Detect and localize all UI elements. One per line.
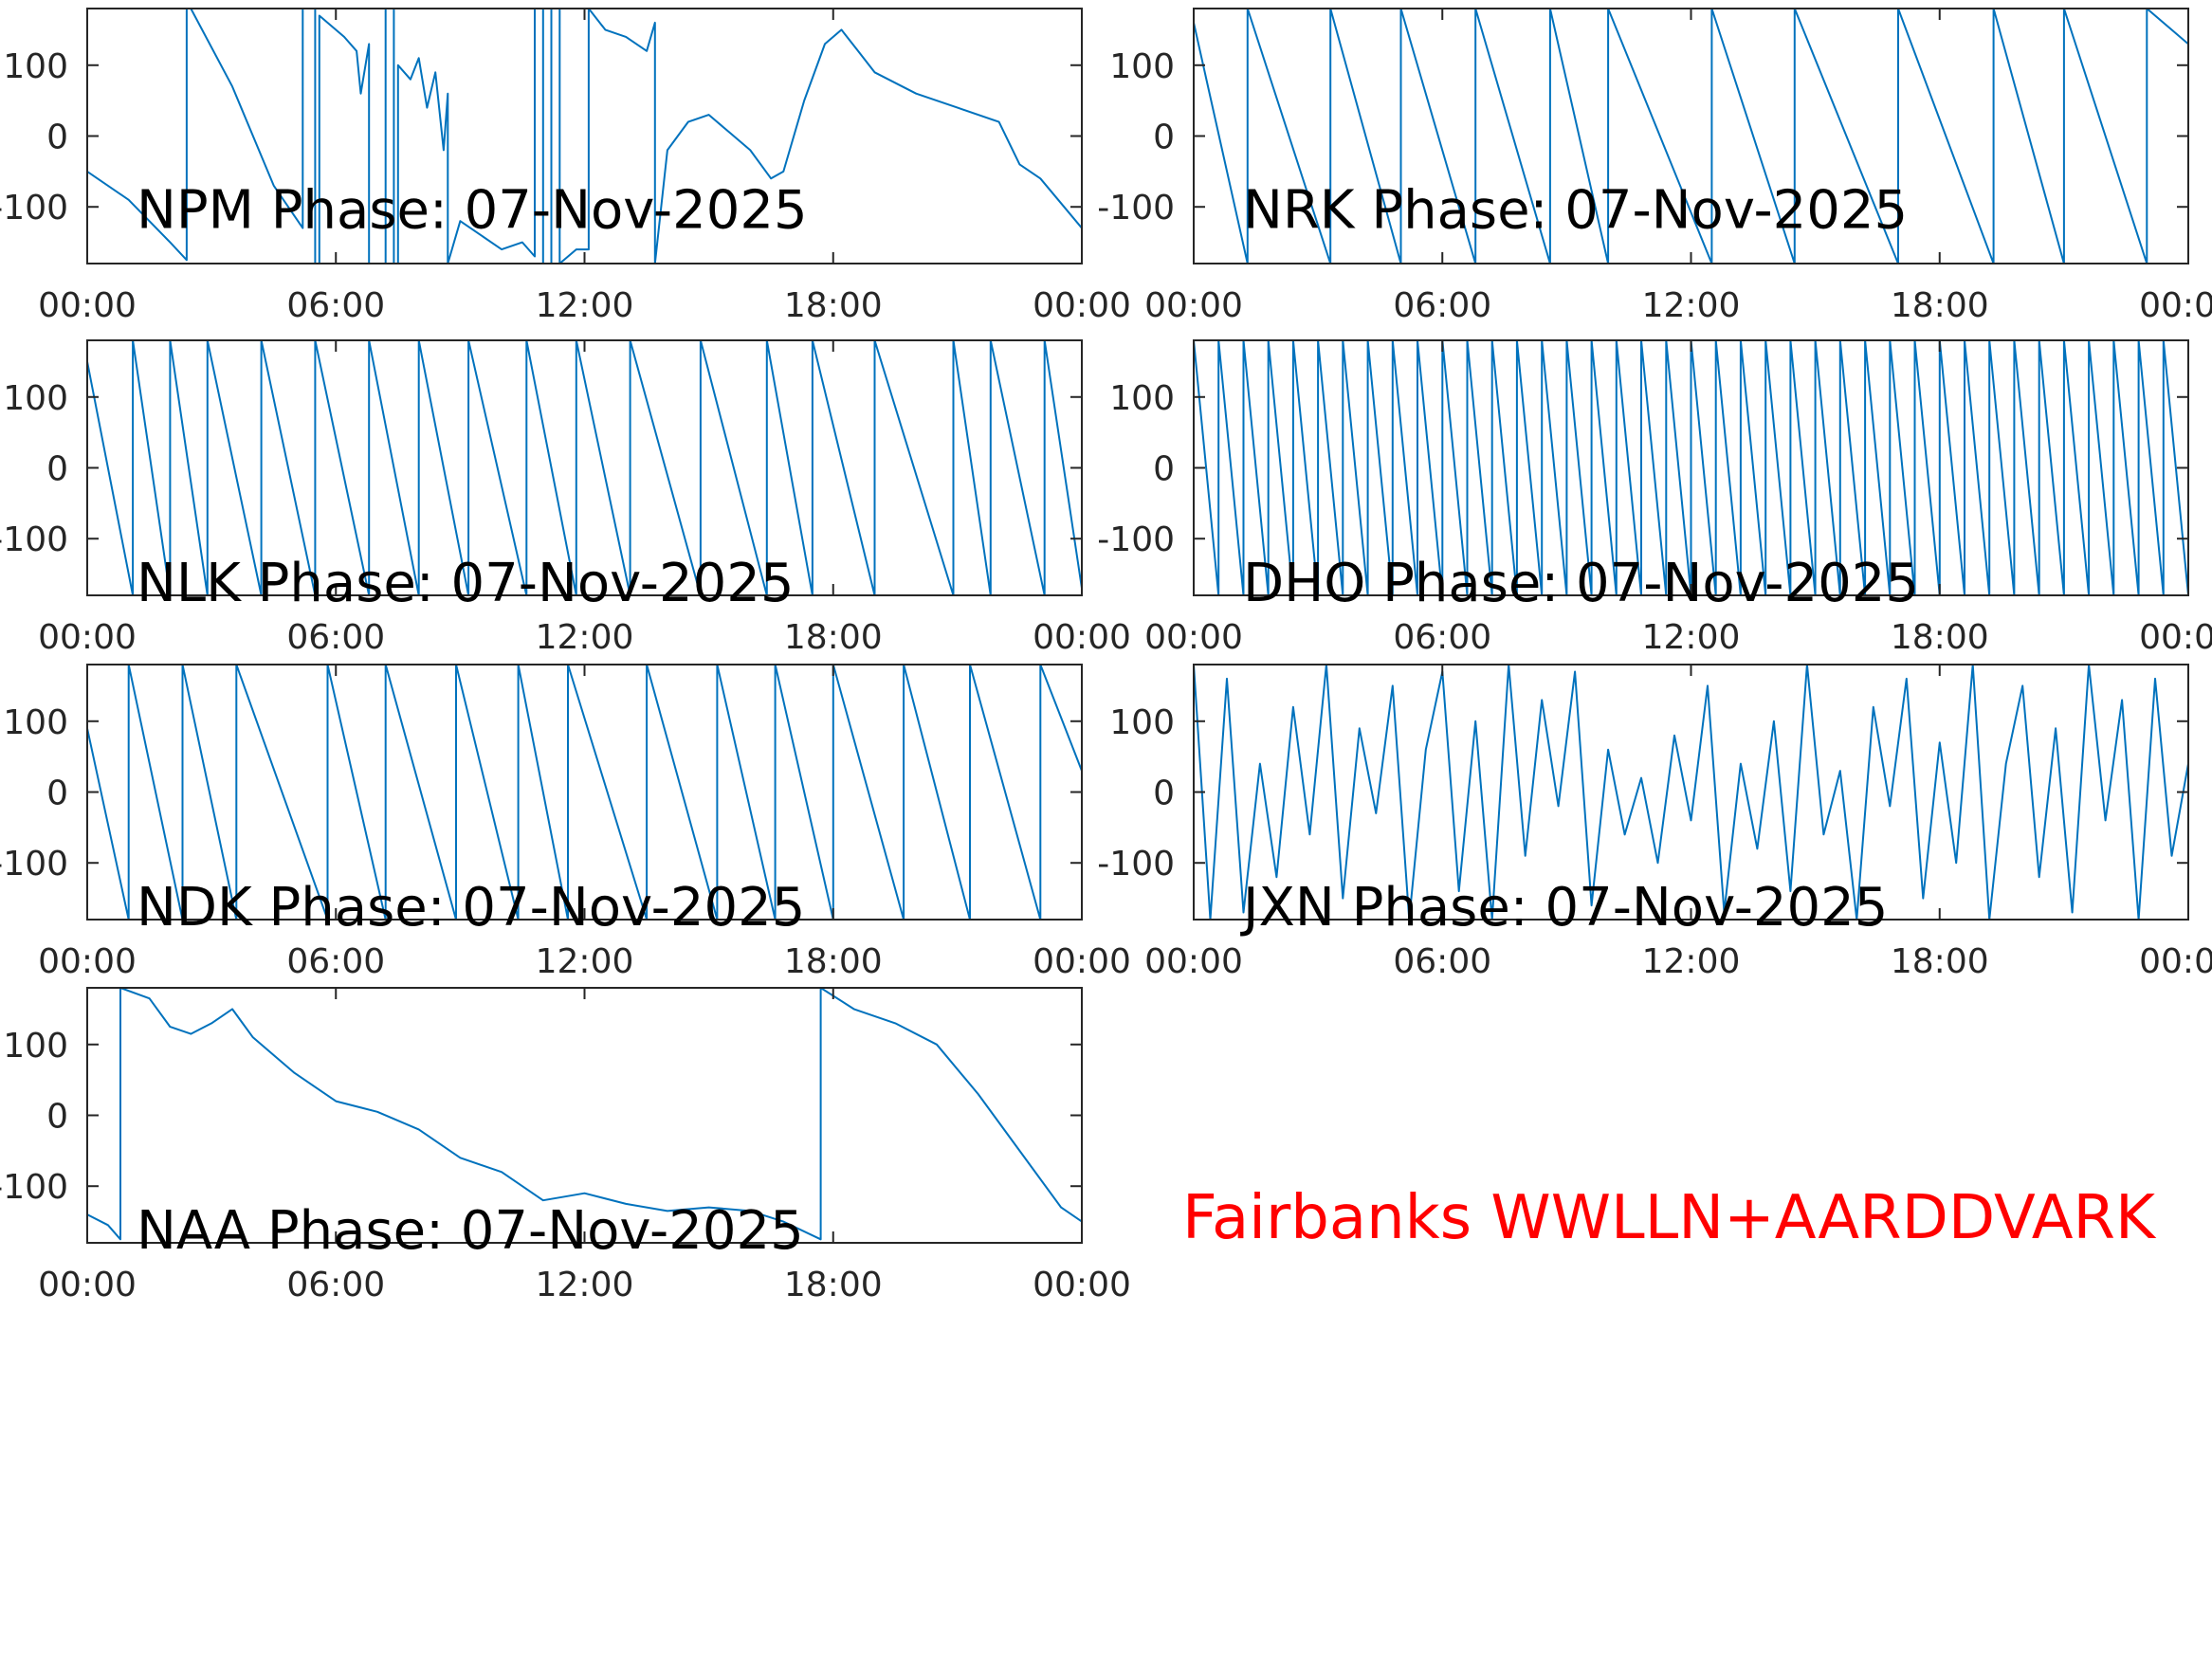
x-tick-label: 06:00	[286, 286, 385, 325]
y-tick-label: 100	[3, 47, 68, 86]
x-tick-label: 12:00	[536, 1266, 634, 1304]
panel-title: NRK Phase: 07-Nov-2025	[1243, 179, 1908, 241]
x-tick-label: 12:00	[1642, 942, 1741, 981]
x-tick-label: 12:00	[536, 286, 634, 325]
phase-line	[87, 665, 1082, 920]
annotation: Fairbanks WWLLN+AARDDVARK	[1182, 1183, 2157, 1253]
x-tick-label: 00:00	[2139, 286, 2212, 325]
x-tick-label: 12:00	[1642, 618, 1741, 657]
y-tick-label: 100	[3, 1027, 68, 1066]
x-tick-label: 00:00	[1033, 942, 1131, 981]
y-tick-label: -100	[0, 845, 68, 884]
panel-title: JXN Phase: 07-Nov-2025	[1240, 877, 1888, 939]
panel-title: DHO Phase: 07-Nov-2025	[1243, 553, 1919, 614]
panel: -100 0 100 00:00 06:00 12:00 18:00 00:00 NPM Pha…	[0, 8, 1131, 325]
y-tick-label: 0	[46, 450, 68, 489]
y-tick-label: 0	[46, 775, 68, 813]
plot-area	[87, 665, 1082, 920]
panel: -100 0 100 00:00 06:00 12:00 18:00 00:00 NRK Pha…	[1097, 8, 2212, 325]
phase-line	[1194, 9, 2188, 264]
phase-line	[87, 340, 1082, 595]
panel-title: NDK Phase: 07-Nov-2025	[137, 877, 805, 939]
x-tick-label: 00:00	[2139, 618, 2212, 657]
panel-title: NPM Phase: 07-Nov-2025	[137, 179, 808, 241]
x-tick-label: 00:00	[2139, 942, 2212, 981]
y-tick-label: -100	[0, 189, 68, 228]
x-tick-label: 18:00	[784, 942, 883, 981]
x-tick-label: 06:00	[286, 618, 385, 657]
y-tick-label: 100	[1109, 703, 1175, 742]
x-tick-label: 18:00	[1891, 286, 1989, 325]
y-tick-label: 100	[3, 379, 68, 418]
y-tick-label: 100	[3, 703, 68, 742]
x-tick-label: 00:00	[38, 618, 137, 657]
x-tick-label: 00:00	[38, 942, 137, 981]
plot-area	[87, 9, 1082, 264]
y-tick-label: -100	[1097, 189, 1175, 228]
phase-line	[1194, 340, 2188, 595]
y-tick-label: 0	[46, 118, 68, 157]
panel-title: NLK Phase: 07-Nov-2025	[137, 553, 794, 614]
x-tick-label: 00:00	[1033, 286, 1131, 325]
plot-area	[87, 988, 1082, 1241]
x-tick-label: 00:00	[1144, 942, 1243, 981]
x-tick-label: 00:00	[38, 286, 137, 325]
y-tick-label: 0	[1153, 118, 1175, 157]
plot-area	[1194, 9, 2188, 264]
y-tick-label: -100	[1097, 845, 1175, 884]
x-tick-label: 12:00	[1642, 286, 1741, 325]
y-tick-label: -100	[1097, 520, 1175, 559]
x-tick-label: 00:00	[1033, 618, 1131, 657]
y-tick-label: 100	[1109, 379, 1175, 418]
panel-title: NAA Phase: 07-Nov-2025	[137, 1200, 804, 1262]
x-tick-label: 06:00	[286, 1266, 385, 1304]
phase-line	[87, 9, 1082, 264]
phase-line	[1194, 665, 2188, 920]
x-tick-label: 18:00	[784, 1266, 883, 1304]
x-tick-label: 06:00	[1393, 942, 1491, 981]
x-tick-label: 18:00	[784, 286, 883, 325]
x-tick-label: 06:00	[1393, 286, 1491, 325]
x-tick-label: 00:00	[1033, 1266, 1131, 1304]
x-tick-label: 18:00	[1891, 618, 1989, 657]
phase-line	[87, 988, 1082, 1241]
y-tick-label: -100	[0, 1168, 68, 1207]
y-tick-label: 0	[1153, 775, 1175, 813]
y-tick-label: -100	[0, 520, 68, 559]
x-tick-label: 12:00	[536, 618, 634, 657]
x-tick-label: 06:00	[1393, 618, 1491, 657]
x-tick-label: 18:00	[784, 618, 883, 657]
plot-area	[1194, 665, 2188, 920]
y-tick-label: 0	[46, 1098, 68, 1137]
y-tick-label: 0	[1153, 450, 1175, 489]
x-tick-label: 18:00	[1891, 942, 1989, 981]
x-tick-label: 00:00	[1144, 286, 1243, 325]
plot-area	[1194, 340, 2188, 595]
x-tick-label: 06:00	[286, 942, 385, 981]
plot-area	[87, 340, 1082, 595]
x-tick-label: 00:00	[1144, 618, 1243, 657]
y-tick-label: 100	[1109, 47, 1175, 86]
x-tick-label: 00:00	[38, 1266, 137, 1304]
x-tick-label: 12:00	[536, 942, 634, 981]
